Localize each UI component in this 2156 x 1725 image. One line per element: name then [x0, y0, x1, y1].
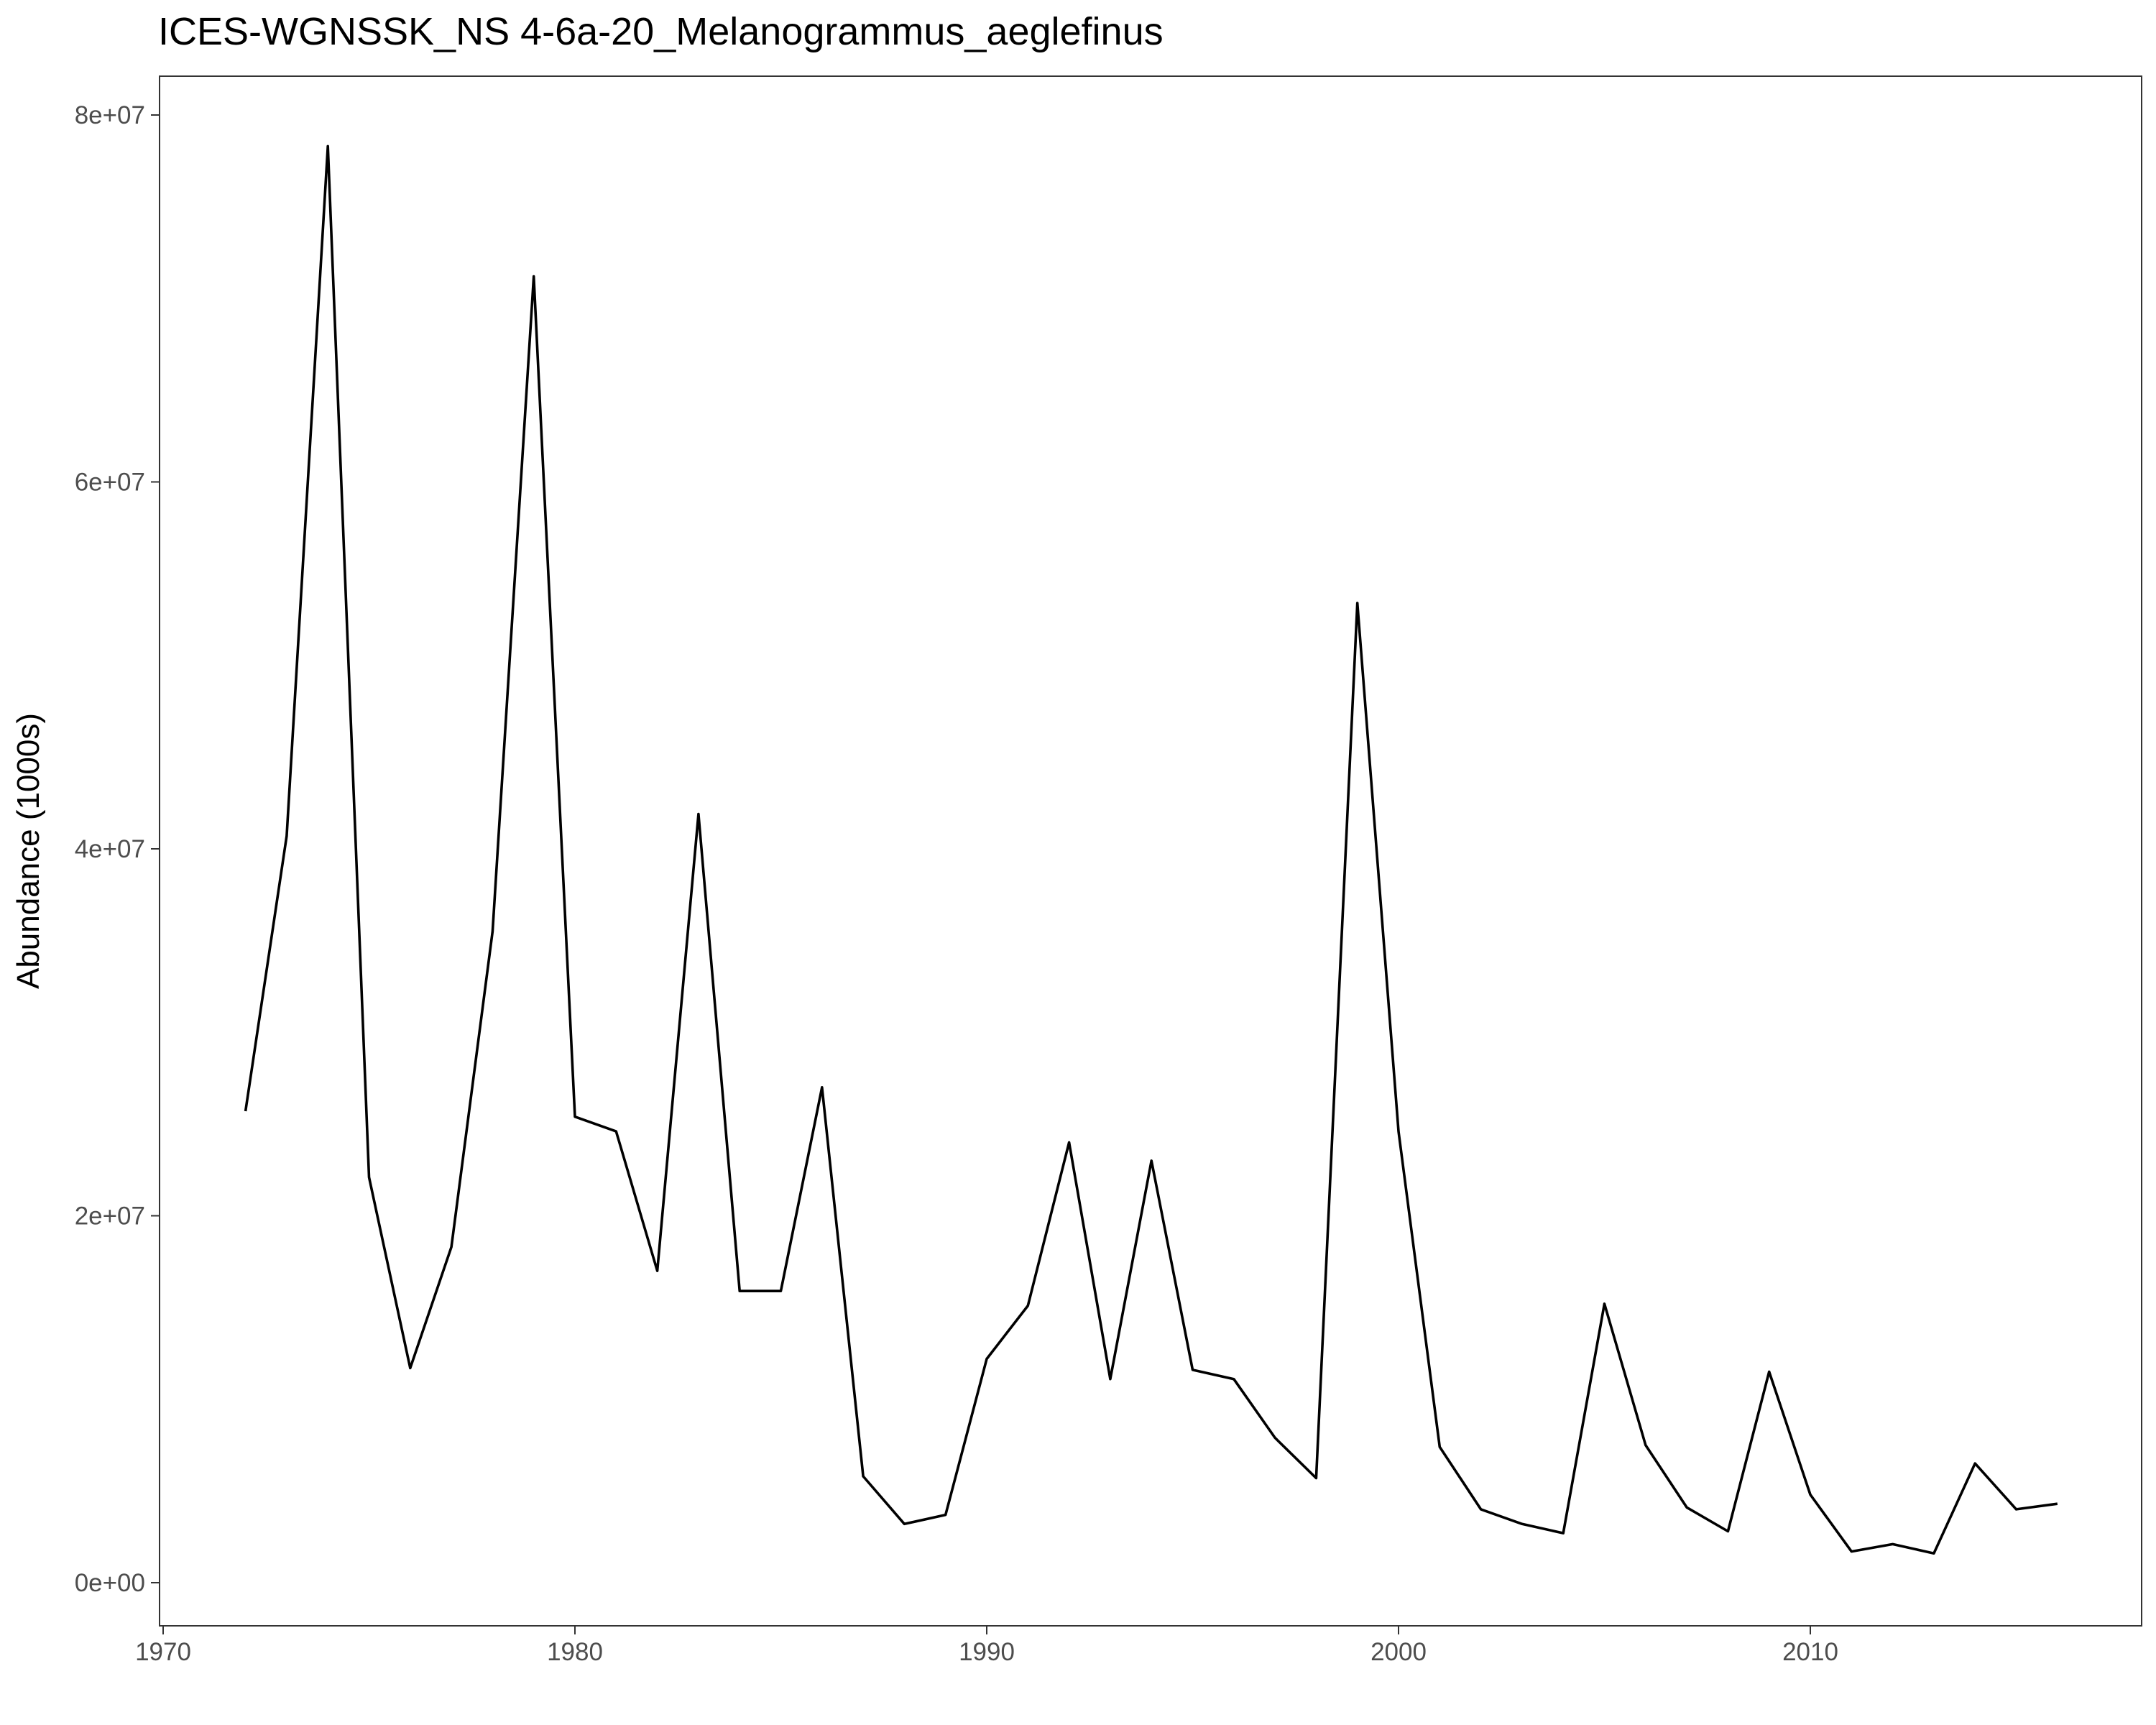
- x-tick-label: 2010: [1782, 1638, 1838, 1666]
- y-tick-label: 8e+07: [75, 101, 145, 129]
- x-tick-label: 2000: [1370, 1638, 1427, 1666]
- data-series: [244, 144, 2058, 1555]
- y-axis-title: Abundance (1000s): [11, 713, 46, 989]
- y-tick-label: 6e+07: [75, 469, 145, 497]
- y-tick-label: 4e+07: [75, 835, 145, 863]
- plot-panel: [159, 75, 2142, 1627]
- x-tick-label: 1970: [135, 1638, 191, 1666]
- x-tick-label: 1990: [959, 1638, 1015, 1666]
- plot-border: [159, 75, 2142, 1627]
- series-line: [244, 144, 2058, 1555]
- y-tick-label: 0e+00: [75, 1569, 145, 1597]
- x-axis: 1970 1980 1990 2000 2010: [135, 1626, 1838, 1666]
- y-tick-label: 2e+07: [75, 1202, 145, 1230]
- x-tick-label: 1980: [547, 1638, 603, 1666]
- y-axis: 0e+00 2e+07 4e+07 6e+07 8e+07: [75, 101, 160, 1597]
- chart-title: ICES-WGNSSK_NS 4-6a-20_Melanogrammus_aeg…: [158, 10, 1164, 53]
